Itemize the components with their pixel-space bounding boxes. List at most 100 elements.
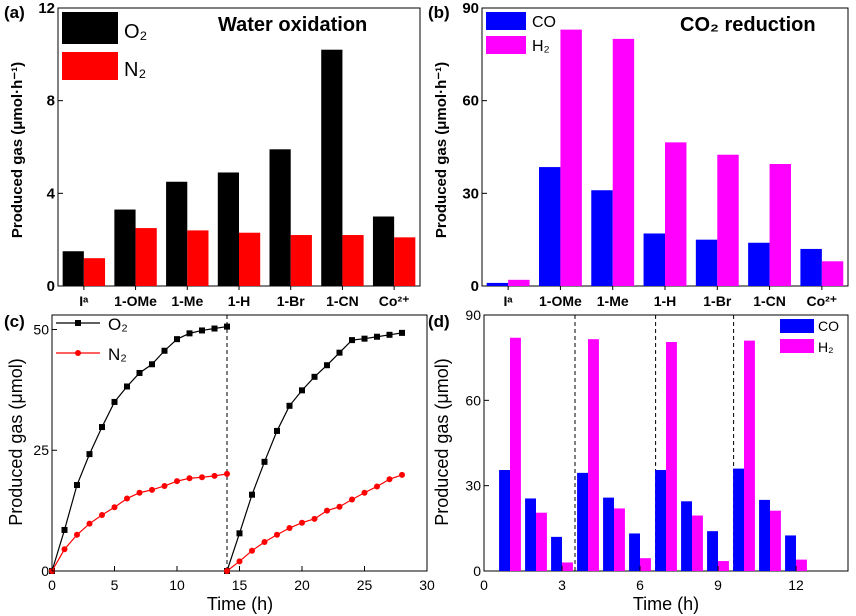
- legend-label-n2-c: N₂: [108, 345, 127, 364]
- c-point-N₂: [349, 496, 355, 503]
- a-bar-O₂-1-Br: [269, 149, 291, 286]
- d-bar-H₂-2: [536, 512, 547, 571]
- panel-c-ylabel: Produced gas (μmol): [6, 358, 26, 525]
- panel-d-label: (d): [428, 312, 450, 331]
- b-bar-H₂-1-CN: [769, 163, 792, 286]
- panel-c-plot: [49, 315, 405, 574]
- b-ytick-label: 90: [462, 0, 479, 17]
- b-bar-CO-1-H: [643, 233, 665, 286]
- b-xtick-label: 1-Me: [597, 293, 629, 309]
- c-point-N₂: [61, 546, 68, 553]
- b-bar-CO-1-Br: [695, 239, 718, 286]
- d-ytick-label: 60: [465, 392, 481, 408]
- panel-d: (d) 0 30 60 90 0 3 6 9 12 Produced gas (μmol) T…: [428, 307, 849, 614]
- c-xtick-label: 30: [419, 577, 435, 593]
- b-bar-H₂-1-H: [665, 142, 687, 286]
- panel-b-xticks: Iᵃ 1-OMe 1-Me 1-H 1-Br 1-CN Co²⁺: [504, 286, 837, 309]
- c-point-O₂: [399, 329, 405, 336]
- c-ytick-label: 50: [33, 321, 49, 337]
- c-point-O₂: [186, 330, 193, 337]
- c-point-O₂: [324, 362, 330, 369]
- c-point-O₂: [74, 482, 80, 489]
- c-point-O₂: [299, 387, 305, 394]
- d-bar-H₂-11: [770, 510, 781, 571]
- c-point-N₂: [324, 507, 330, 514]
- c-point-O₂: [336, 349, 343, 356]
- panel-c-xticks: 0 5 10 15 20 25 30: [48, 566, 435, 593]
- d-bar-H₂-5: [614, 508, 625, 571]
- panel-c: (c) 0 25 50 0 5 10 15 20 25 30 Produced gas (μmo…: [4, 312, 435, 614]
- b-bar-H₂-Co²⁺: [821, 261, 844, 286]
- legend-label-h2-d: H₂: [818, 339, 834, 355]
- legend-swatch-n2: [62, 52, 118, 80]
- c-point-O₂: [61, 526, 68, 533]
- b-bar-H₂-1-Br: [717, 154, 739, 286]
- a-bar-O₂-1-OMe: [114, 209, 136, 286]
- b-bar-H₂-Iᵃ: [508, 279, 530, 286]
- a-bar-O₂-1-Me: [166, 181, 188, 286]
- legend-label-o2-c: O₂: [108, 315, 128, 334]
- c-point-N₂: [299, 519, 305, 526]
- c-point-N₂: [99, 511, 105, 518]
- panel-c-label: (c): [4, 312, 25, 331]
- c-point-O₂: [374, 333, 380, 340]
- a-bar-O₂-1-H: [217, 172, 239, 286]
- d-ytick-label: 0: [473, 563, 481, 579]
- a-bar-N₂-1-OMe: [135, 228, 157, 286]
- a-ytick-label: 12: [38, 0, 55, 17]
- d-bar-CO-4: [577, 472, 588, 571]
- c-point-N₂: [111, 504, 118, 511]
- c-point-O₂: [211, 325, 218, 332]
- d-ytick-label: 30: [465, 478, 481, 494]
- panel-a-ylabel: Produced gas (μmol·h⁻¹): [9, 62, 26, 238]
- c-point-O₂: [136, 369, 143, 376]
- c-point-O₂: [261, 458, 268, 465]
- a-ytick-label: 0: [47, 278, 55, 295]
- legend-label-co: CO: [532, 14, 556, 31]
- d-bar-CO-12: [785, 535, 796, 571]
- b-bar-CO-1-CN: [748, 242, 770, 286]
- a-bar-N₂-1-Me: [187, 230, 209, 286]
- panel-b-legend: CO H₂: [486, 12, 556, 55]
- c-ytick-label: 25: [33, 442, 49, 458]
- c-point-O₂: [274, 427, 280, 434]
- c-point-N₂: [149, 486, 155, 493]
- c-point-N₂: [286, 525, 293, 532]
- a-bar-N₂-1-H: [239, 232, 261, 286]
- panel-d-legend: CO H₂: [780, 318, 839, 355]
- panel-a-legend: O₂ N₂: [62, 12, 147, 81]
- d-bar-H₂-7: [666, 342, 677, 571]
- a-xtick-label: 1-CN: [326, 293, 359, 309]
- panel-b: (b) 0 30 60 90 Iᵃ 1-OMe 1-Me 1-H 1-Br 1-CN Co²⁺ P…: [428, 0, 849, 309]
- c-point-N₂: [186, 475, 193, 482]
- panel-c-xlabel: Time (h): [207, 594, 273, 614]
- legend-swatch-co-d: [780, 319, 814, 333]
- a-xtick-label: 1-Me: [171, 293, 203, 309]
- c-point-N₂: [224, 470, 230, 477]
- panel-b-label: (b): [428, 3, 450, 22]
- c-xtick-label: 20: [294, 577, 310, 593]
- b-bar-CO-1-Me: [591, 190, 613, 286]
- a-xtick-label: 1-OMe: [114, 293, 157, 309]
- c-point-N₂: [374, 483, 380, 490]
- panel-b-yticks: 0 30 60 90: [462, 0, 487, 295]
- d-xtick-label: 3: [558, 577, 566, 593]
- d-bar-H₂-12: [796, 559, 807, 571]
- d-ytick-label: 90: [465, 307, 481, 323]
- panel-c-yticks: 0 25 50: [33, 321, 57, 579]
- d-bar-CO-10: [733, 468, 744, 571]
- b-ytick-label: 0: [471, 278, 479, 295]
- c-point-N₂: [336, 503, 343, 510]
- c-point-N₂: [199, 474, 205, 481]
- b-xtick-label: Iᵃ: [504, 293, 514, 309]
- c-point-O₂: [99, 424, 105, 431]
- legend-label-o2: O₂: [124, 21, 147, 43]
- a-xtick-label: Iᵃ: [79, 293, 89, 309]
- d-bar-H₂-4: [588, 339, 599, 571]
- c-point-O₂: [111, 398, 118, 405]
- c-xtick-label: 0: [48, 577, 56, 593]
- d-bar-CO-6: [629, 533, 640, 571]
- c-point-O₂: [124, 383, 130, 390]
- b-xtick-label: 1-H: [654, 293, 677, 309]
- panel-a-title: Water oxidation: [218, 14, 367, 36]
